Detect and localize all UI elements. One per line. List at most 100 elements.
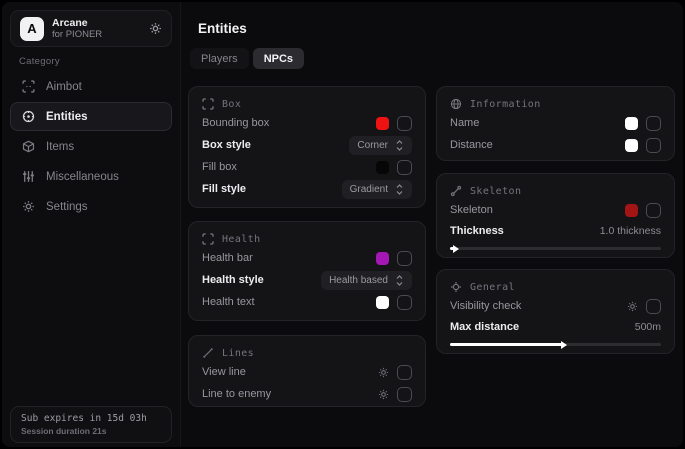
corner-brackets-icon [202, 98, 214, 110]
line-icon [202, 347, 214, 359]
color-swatch[interactable] [376, 116, 389, 130]
checkbox[interactable] [397, 115, 412, 131]
checkbox[interactable] [646, 115, 661, 131]
setting-row-view-line: View line [202, 361, 412, 383]
sidebar-item-label: Settings [46, 200, 88, 213]
card-title: Health [222, 233, 261, 245]
sidebar-item-miscellaneous[interactable]: Miscellaneous [10, 162, 172, 191]
setting-row-line-to-enemy: Line to enemy [202, 383, 412, 405]
gear-icon[interactable] [378, 389, 389, 400]
color-swatch[interactable] [625, 138, 638, 152]
box-style-select[interactable]: Corner [349, 135, 412, 155]
fill-style-select[interactable]: Gradient [341, 179, 412, 199]
setting-label: Visibility check [450, 300, 522, 312]
color-swatch[interactable] [625, 116, 638, 130]
gear-icon[interactable] [378, 367, 389, 378]
unfold-icon [395, 183, 404, 195]
general-card: General Visibility check Max distance 50… [436, 269, 675, 354]
select-value: Corner [357, 139, 388, 151]
sidebar-item-label: Aimbot [46, 80, 82, 93]
max-distance-slider[interactable] [450, 340, 661, 349]
slider-handle[interactable] [450, 340, 567, 349]
setting-row-name: Name [450, 112, 661, 134]
app-logo: A [20, 16, 44, 41]
color-swatch[interactable] [376, 160, 389, 174]
box-card: Box Bounding box Box style Corner Fill b… [188, 86, 426, 208]
gear-icon[interactable] [627, 301, 638, 312]
setting-label: Distance [450, 139, 493, 151]
package-icon [21, 140, 35, 153]
setting-label: Max distance [450, 321, 520, 333]
setting-label: Fill style [202, 183, 247, 195]
setting-label: Thickness [450, 225, 504, 237]
checkbox[interactable] [646, 137, 661, 153]
setting-label: Fill box [202, 161, 237, 173]
sidebar-item-items[interactable]: Items [10, 132, 172, 161]
checkbox[interactable] [397, 386, 412, 402]
sidebar-item-label: Items [46, 140, 75, 153]
tab-players[interactable]: Players [190, 48, 249, 69]
card-title: Information [470, 98, 541, 110]
app-name: Arcane [52, 17, 88, 29]
setting-label: Skeleton [450, 204, 493, 216]
setting-row-health-text: Health text [202, 291, 412, 313]
sidebar-item-settings[interactable]: Settings [10, 192, 172, 221]
setting-row-thickness: Thickness 1.0 thickness [450, 221, 661, 241]
entity-tabs: Players NPCs [190, 48, 305, 69]
health-style-select[interactable]: Health based [321, 270, 412, 290]
page-title: Entities [198, 21, 247, 36]
card-title: Lines [222, 347, 255, 359]
setting-row-visibility-check: Visibility check [450, 295, 661, 317]
checkbox[interactable] [397, 159, 412, 175]
setting-row-health-bar: Health bar [202, 247, 412, 269]
setting-label: Health style [202, 274, 264, 286]
app-header-card: A Arcane for PIONER [10, 10, 172, 47]
tab-npcs[interactable]: NPCs [252, 48, 305, 69]
setting-label: Bounding box [202, 117, 270, 129]
sidebar-item-label: Miscellaneous [46, 170, 119, 183]
select-value: Gradient [349, 183, 388, 195]
sidebar-nav: Aimbot Entities [10, 72, 172, 222]
color-swatch[interactable] [376, 251, 389, 265]
corner-brackets-icon [202, 233, 214, 245]
category-label: Category [19, 56, 60, 67]
card-title: Skeleton [470, 185, 522, 197]
sub-expiry-text: Sub expires in 15d 03h [21, 413, 147, 424]
gear-icon[interactable] [149, 22, 162, 35]
color-swatch[interactable] [376, 295, 389, 309]
card-title: Box [222, 98, 242, 110]
setting-label: Health bar [202, 252, 253, 264]
setting-label: Line to enemy [202, 388, 272, 400]
crosshair-icon [21, 80, 35, 93]
globe-icon [450, 98, 462, 110]
subscription-card: Sub expires in 15d 03h Session duration … [10, 406, 172, 443]
setting-label: View line [202, 366, 246, 378]
thickness-value: 1.0 thickness [599, 225, 661, 237]
gear-icon [21, 200, 35, 213]
checkbox[interactable] [646, 298, 661, 314]
sidebar-item-aimbot[interactable]: Aimbot [10, 72, 172, 101]
setting-row-box-style: Box style Corner [202, 134, 412, 156]
unfold-icon [395, 274, 404, 286]
health-card: Health Health bar Health style Health ba… [188, 221, 426, 321]
unfold-icon [395, 139, 404, 151]
setting-row-bounding-box: Bounding box [202, 112, 412, 134]
color-swatch[interactable] [625, 203, 638, 217]
sidebar-item-entities[interactable]: Entities [10, 102, 172, 131]
app-subtitle: for PIONER [52, 29, 103, 40]
bone-icon [450, 185, 462, 197]
slider-handle[interactable] [450, 244, 460, 253]
checkbox[interactable] [397, 294, 412, 310]
entities-scan-icon [21, 110, 35, 123]
checkbox[interactable] [646, 202, 661, 218]
sidebar-item-label: Entities [46, 110, 88, 123]
setting-row-health-style: Health style Health based [202, 269, 412, 291]
setting-label: Name [450, 117, 480, 129]
card-title: General [470, 281, 515, 293]
thickness-slider[interactable] [450, 244, 661, 253]
setting-label: Box style [202, 139, 251, 151]
checkbox[interactable] [397, 364, 412, 380]
max-distance-value: 500m [634, 321, 661, 333]
checkbox[interactable] [397, 250, 412, 266]
